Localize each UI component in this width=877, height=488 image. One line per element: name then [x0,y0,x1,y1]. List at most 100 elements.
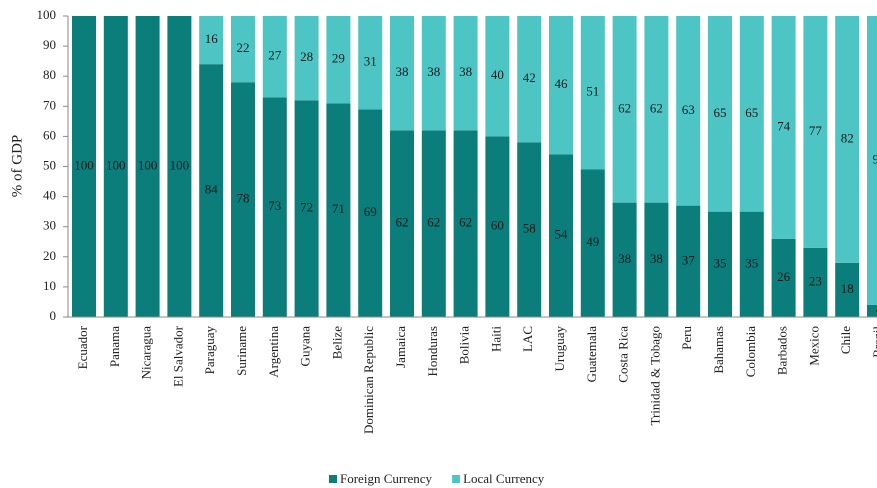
data-label: 31 [364,54,377,69]
bar-segment [549,154,573,317]
data-label: 100 [74,157,94,172]
bar-segment [771,16,796,239]
bar-segment [231,82,255,317]
data-label: 16 [205,31,219,46]
y-tick-label: 0 [50,308,57,323]
bar-segment [867,304,877,317]
y-tick-label: 100 [37,7,57,22]
data-label: 35 [714,255,727,270]
data-label: 38 [396,64,409,79]
data-label: 62 [459,215,472,230]
data-label: 84 [205,182,219,197]
x-tick-label: Paraguay [202,326,217,375]
data-label: 54 [555,227,569,242]
bar-segment [549,16,573,155]
x-tick-label: Bolivia [457,326,472,365]
x-tick-label: LAC [520,326,535,352]
bar-segment [167,16,192,317]
bar-segment [580,16,605,170]
legend-swatch [452,475,461,483]
x-tick-label: Chile [838,326,853,354]
x-tick-label: Mexico [806,326,821,366]
data-label: 37 [682,252,696,267]
data-label: 82 [841,130,854,145]
data-label: 62 [618,100,631,115]
bar-segment [803,247,828,317]
bar-segment [421,130,446,317]
x-tick-label: Guyana [298,326,313,367]
bar-segment [421,16,446,131]
bar-segment [485,136,510,317]
data-label: 51 [586,84,599,99]
bar-segment [390,130,414,317]
data-label: 22 [237,40,250,55]
data-label: 28 [300,49,313,64]
x-tick-label: Colombia [743,326,758,378]
x-tick-label: Argentina [266,326,281,378]
bar-segment [612,202,637,317]
x-tick-label: Belize [329,326,344,359]
data-label: 60 [491,218,504,233]
bar-segment [294,16,319,101]
y-tick-label: 20 [43,248,56,263]
bar-segment [708,211,732,317]
data-label: 62 [650,100,663,115]
x-tick-label: Peru [679,326,694,350]
bar-segment [485,16,510,137]
data-label: 78 [237,191,250,206]
bar-segment [835,262,860,317]
data-label: 74 [777,118,791,133]
y-axis-label: % of GDP [9,135,25,198]
bar-segment [453,130,478,317]
data-label: 62 [427,215,440,230]
data-label: 100 [106,157,126,172]
bar-segment [199,64,224,317]
data-label: 27 [268,48,282,63]
data-label: 40 [491,67,504,82]
data-label: 38 [618,251,631,266]
data-label: 77 [809,123,823,138]
bar-segment [199,16,224,65]
data-label: 38 [427,64,440,79]
data-label: 71 [332,201,345,216]
data-label: 49 [586,234,599,249]
data-label: 23 [809,273,822,288]
data-label: 4 [876,302,877,317]
bar-segment [612,16,637,203]
data-label: 96 [873,151,877,166]
bar-segment [644,202,669,317]
data-label: 58 [523,221,536,236]
bar-segment [231,16,255,83]
data-label: 65 [714,105,727,120]
bar-segment [517,142,542,317]
bar-segment [517,16,542,143]
data-label: 65 [745,105,758,120]
y-tick-label: 30 [43,218,56,233]
x-tick-label: Costa Rica [616,326,631,383]
y-tick-label: 50 [43,157,56,172]
data-label: 69 [364,204,377,219]
x-tick-label: Guatemala [584,326,599,383]
data-label: 100 [138,157,158,172]
data-label: 38 [650,251,663,266]
data-label: 18 [841,281,854,296]
x-tick-label: Barbados [775,326,790,375]
x-tick-label: Ecuador [75,325,90,369]
x-tick-label: Panama [107,326,122,367]
bar-segment [294,100,319,317]
bar-segment [326,103,351,317]
y-tick-label: 80 [43,67,56,82]
bar-segment [644,16,669,203]
bar-segment [708,16,732,212]
bar-segment [103,16,128,317]
bar-segment [262,16,287,98]
data-label: 100 [170,157,190,172]
x-tick-label: Uruguay [552,326,567,372]
x-tick-label: Jamaica [393,326,408,368]
bar-segment [676,16,701,206]
bar-segment [326,16,351,104]
bar-segment [262,97,287,318]
data-label: 72 [300,200,313,215]
data-label: 26 [777,269,791,284]
